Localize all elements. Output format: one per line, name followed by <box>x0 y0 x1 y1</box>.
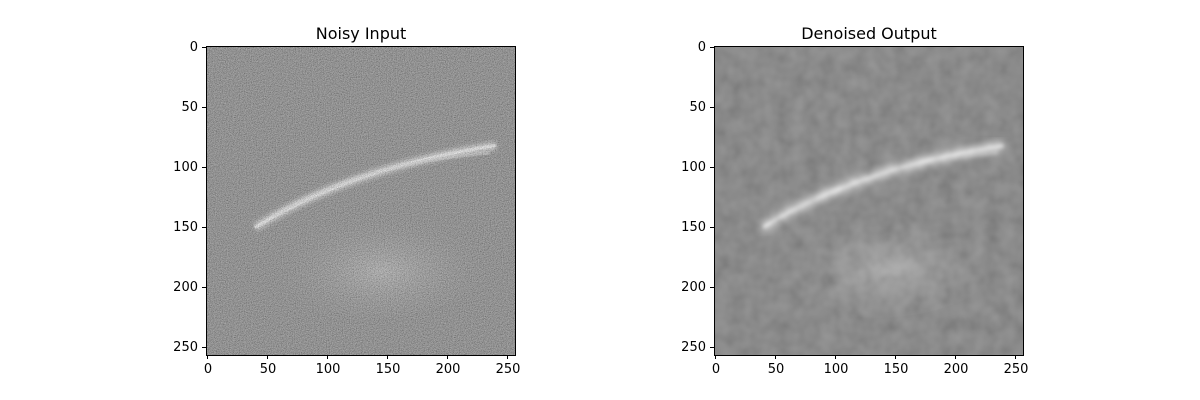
ytick-mark <box>202 347 206 348</box>
ytick-label: 50 <box>181 100 198 115</box>
ytick-mark <box>202 287 206 288</box>
ytick-mark <box>710 167 714 168</box>
noisy-input-image <box>206 46 516 356</box>
xtick-mark <box>447 355 448 359</box>
ytick-label: 0 <box>697 40 706 55</box>
xtick-mark <box>207 355 208 359</box>
ytick-mark <box>202 47 206 48</box>
xtick-mark <box>387 355 388 359</box>
ytick-label: 250 <box>681 340 706 355</box>
xtick-mark <box>327 355 328 359</box>
xtick-mark <box>715 355 716 359</box>
ytick-label: 100 <box>173 160 198 175</box>
xtick-label: 200 <box>435 362 461 377</box>
ytick-mark <box>202 227 206 228</box>
ytick-label: 150 <box>173 220 198 235</box>
ytick-mark <box>710 287 714 288</box>
ytick-label: 100 <box>681 160 706 175</box>
xtick-label: 200 <box>943 362 969 377</box>
xtick-label: 50 <box>767 362 785 377</box>
ytick-label: 200 <box>681 280 706 295</box>
xtick-label: 0 <box>711 362 721 377</box>
xtick-mark <box>835 355 836 359</box>
xtick-label: 250 <box>1003 362 1029 377</box>
xtick-mark <box>267 355 268 359</box>
xtick-label: 0 <box>203 362 213 377</box>
xtick-label: 150 <box>375 362 401 377</box>
xtick-label: 250 <box>495 362 521 377</box>
ytick-mark <box>202 107 206 108</box>
ytick-label: 250 <box>173 340 198 355</box>
xtick-label: 100 <box>315 362 341 377</box>
ytick-label: 50 <box>689 100 706 115</box>
xtick-label: 150 <box>883 362 909 377</box>
ytick-label: 200 <box>173 280 198 295</box>
xtick-label: 100 <box>823 362 849 377</box>
ytick-mark <box>710 347 714 348</box>
denoised-output-title: Denoised Output <box>801 24 937 43</box>
ytick-mark <box>710 47 714 48</box>
xtick-mark <box>775 355 776 359</box>
ytick-label: 150 <box>681 220 706 235</box>
xtick-mark <box>1015 355 1016 359</box>
ytick-mark <box>710 227 714 228</box>
ytick-mark <box>202 167 206 168</box>
noisy-input-title: Noisy Input <box>315 24 407 43</box>
xtick-mark <box>507 355 508 359</box>
xtick-mark <box>955 355 956 359</box>
ytick-mark <box>710 107 714 108</box>
ytick-label: 0 <box>189 40 198 55</box>
xtick-label: 50 <box>259 362 277 377</box>
denoised-output-image <box>714 46 1024 356</box>
xtick-mark <box>895 355 896 359</box>
